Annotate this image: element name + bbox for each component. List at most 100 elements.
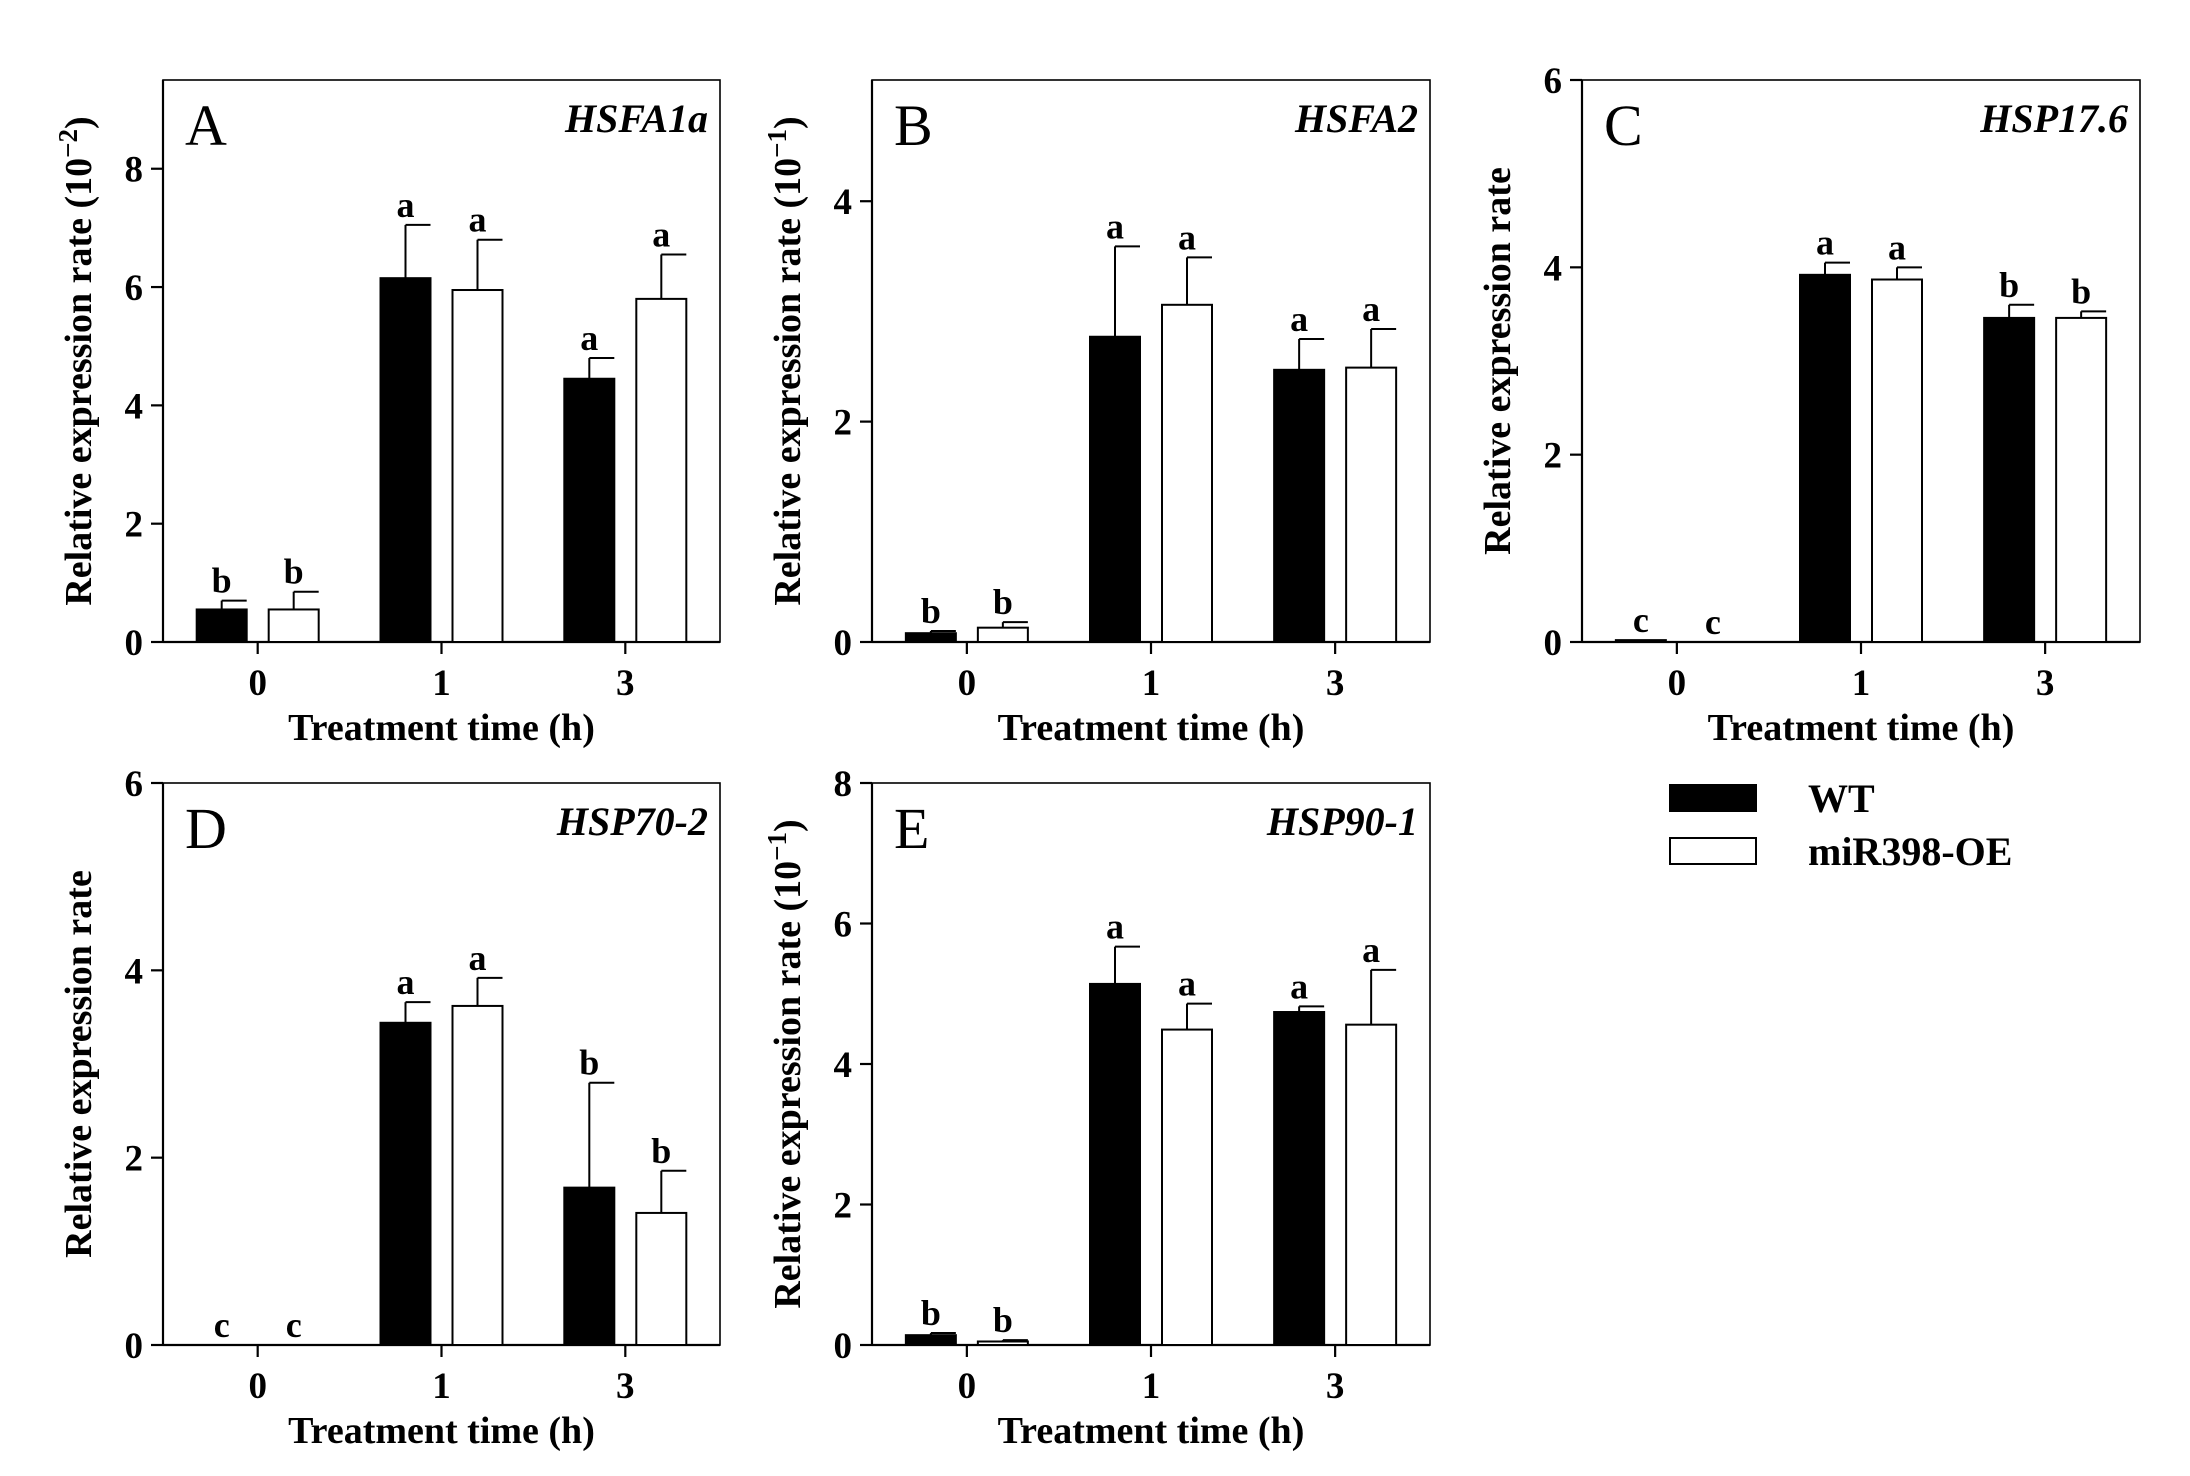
- y-axis-label: Relative expression rate (10−1): [762, 819, 809, 1308]
- panel-letter: E: [894, 796, 929, 861]
- significance-letter: a: [1362, 289, 1380, 329]
- bar-mir398-oe: [1345, 1023, 1398, 1347]
- bar-wt: [563, 1186, 616, 1347]
- y-axis-label: Relative expression rate: [58, 870, 100, 1258]
- x-tick-label: 0: [958, 1366, 977, 1407]
- panel-b: 0 2 4 0 1 3 b a a b a a B HSFA2 Treatment time (h) Rela…: [762, 79, 1431, 749]
- legend-label-miR398-oe: miR398-OE: [1808, 829, 2012, 874]
- bar-mir398-oe: [1161, 303, 1213, 643]
- bar-mir398-oe: [976, 1340, 1029, 1347]
- x-tick-label: 3: [616, 663, 635, 704]
- x-tick-label: 3: [2036, 663, 2055, 704]
- x-tick-label: 0: [1668, 663, 1687, 704]
- significance-letter: a: [1816, 223, 1834, 263]
- bar-wt: [1273, 368, 1326, 643]
- bar-mir398-oe: [976, 626, 1029, 643]
- significance-letter: a: [397, 185, 415, 225]
- bar-wt: [904, 632, 957, 644]
- significance-letter: b: [921, 1293, 941, 1333]
- x-tick-label: 1: [1852, 663, 1871, 704]
- y-tick-label: 6: [125, 268, 144, 309]
- significance-letter: b: [579, 1043, 599, 1083]
- y-tick-label: 6: [125, 764, 144, 805]
- x-axis-label: Treatment time (h): [288, 1410, 595, 1452]
- panel-letter: B: [894, 93, 933, 158]
- significance-letter: a: [397, 962, 415, 1002]
- x-tick-label: 0: [958, 663, 977, 704]
- y-tick-label: 4: [125, 386, 144, 427]
- significance-letter: b: [921, 591, 941, 631]
- legend: WT miR398-OE: [1669, 776, 2012, 874]
- y-tick-label: 0: [1544, 623, 1563, 664]
- bar-wt: [563, 377, 616, 643]
- y-tick-label: 4: [125, 951, 144, 992]
- bar-mir398-oe: [451, 1004, 504, 1347]
- significance-letter: b: [651, 1131, 671, 1171]
- significance-letter: c: [1633, 600, 1649, 640]
- gene-label: HSP70-2: [556, 799, 708, 844]
- bar-wt: [379, 277, 432, 643]
- y-tick-label: 2: [125, 505, 144, 546]
- legend-swatch-miR398-oe: [1669, 837, 1757, 865]
- x-axis-label: Treatment time (h): [1708, 707, 2015, 749]
- x-axis-label: Treatment time (h): [998, 707, 1305, 749]
- significance-letter: b: [993, 1300, 1013, 1340]
- x-tick-label: 1: [1142, 1366, 1161, 1407]
- y-tick-label: 0: [834, 1326, 853, 1367]
- bar-mir398-oe: [267, 608, 320, 643]
- y-axis-label: Relative expression rate (10−2): [53, 116, 100, 605]
- significance-letter: a: [469, 938, 487, 978]
- y-tick-label: 0: [834, 623, 853, 664]
- significance-letter: a: [652, 215, 670, 255]
- y-axis-label: Relative expression rate: [1477, 167, 1519, 555]
- bar-mir398-oe: [2055, 316, 2108, 643]
- x-tick-label: 3: [1326, 663, 1345, 704]
- significance-letter: a: [580, 318, 598, 358]
- significance-letter: a: [1106, 206, 1124, 246]
- bar-wt: [904, 1334, 957, 1347]
- significance-letter: c: [1705, 602, 1721, 642]
- bar-mir398-oe: [1161, 1028, 1213, 1346]
- significance-letter: b: [2071, 271, 2091, 311]
- legend-swatch-wt: [1669, 784, 1757, 812]
- bar-mir398-oe: [635, 1211, 688, 1347]
- gene-label: HSFA1a: [564, 96, 708, 141]
- y-axis-label: Relative expression rate (10−1): [762, 116, 809, 605]
- bar-mir398-oe: [635, 297, 688, 643]
- y-tick-label: 0: [125, 623, 144, 664]
- bar-wt: [1983, 316, 2036, 643]
- y-tick-label: 6: [834, 905, 853, 946]
- y-tick-label: 2: [834, 1186, 853, 1227]
- x-tick-label: 1: [432, 663, 451, 704]
- significance-letter: a: [1290, 966, 1308, 1006]
- bar-wt: [1089, 982, 1141, 1346]
- gene-label: HSP90-1: [1266, 799, 1418, 844]
- bar-wt: [379, 1021, 432, 1347]
- y-tick-label: 8: [125, 150, 144, 191]
- y-tick-label: 4: [834, 1045, 853, 1086]
- legend-label-wt: WT: [1808, 776, 1875, 821]
- significance-letter: a: [1178, 964, 1196, 1004]
- y-tick-label: 0: [125, 1326, 144, 1367]
- y-tick-label: 6: [1544, 61, 1563, 102]
- x-tick-label: 3: [1326, 1366, 1345, 1407]
- x-tick-label: 0: [248, 1366, 267, 1407]
- y-tick-label: 2: [1544, 436, 1563, 477]
- bar-wt: [1089, 335, 1141, 643]
- significance-letter: b: [993, 582, 1013, 622]
- y-tick-label: 4: [1544, 248, 1563, 289]
- x-tick-label: 1: [1142, 663, 1161, 704]
- x-tick-label: 1: [432, 1366, 451, 1407]
- panel-a: 0 2 4 6 8 0 1 3 b a a b a a A HSFA1a Treatment time (h) R…: [53, 79, 721, 749]
- bar-mir398-oe: [1871, 278, 1923, 643]
- x-tick-label: 3: [616, 1366, 635, 1407]
- panel-d: 0 2 4 6 0 1 3 c a b c a b D HSP70-2 Treatment time (h) R…: [58, 764, 721, 1452]
- bar-wt: [195, 608, 248, 643]
- x-axis-label: Treatment time (h): [998, 1410, 1305, 1452]
- y-tick-label: 2: [125, 1139, 144, 1180]
- significance-letter: a: [1178, 217, 1196, 257]
- panel-letter: A: [185, 93, 227, 158]
- significance-letter: a: [469, 200, 487, 240]
- bar-wt: [1273, 1011, 1326, 1346]
